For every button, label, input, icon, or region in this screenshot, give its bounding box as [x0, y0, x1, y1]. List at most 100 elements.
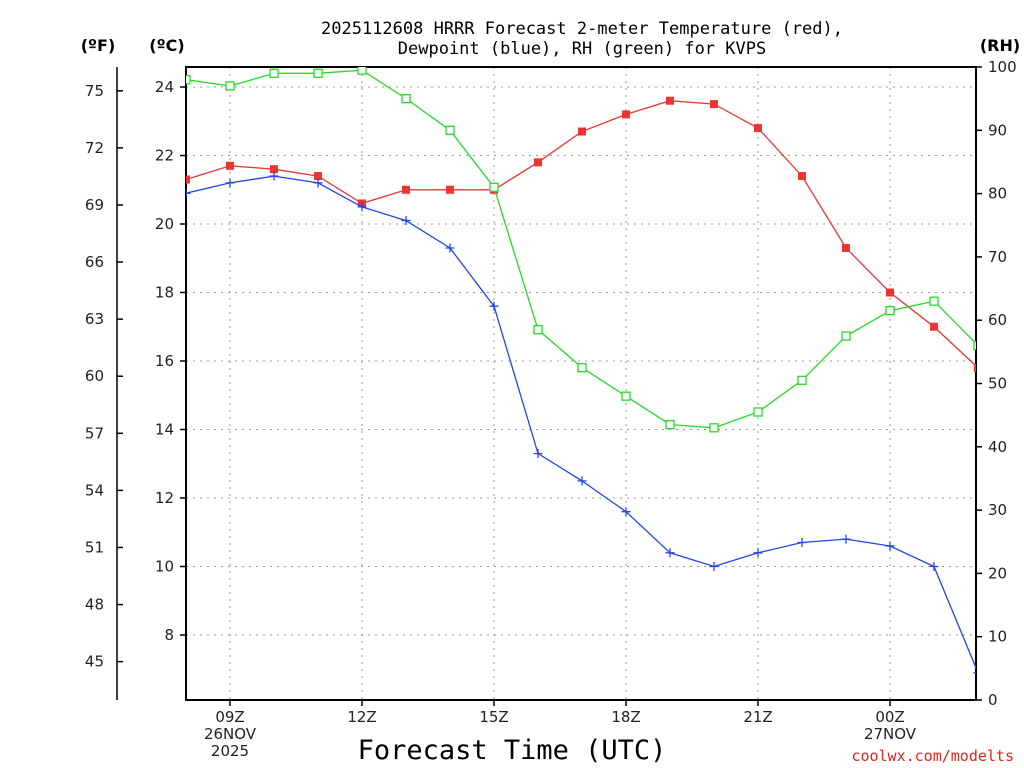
rh-tick-label: 0 [988, 691, 998, 709]
celsius-tick-label: 14 [155, 421, 174, 439]
chart-title-line-2: Dewpoint (blue), RH (green) for KVPS [398, 39, 766, 59]
x-axis-title: Forecast Time (UTC) [358, 735, 667, 766]
temperature-point [974, 363, 976, 372]
rh-tick-label: 80 [988, 185, 1007, 203]
rh-line [186, 69, 976, 429]
temperature-point [798, 172, 806, 181]
grid-lines [186, 67, 976, 700]
temperature-point [446, 185, 454, 194]
time-tick-label: 00Z [875, 708, 904, 726]
celsius-tick-label: 18 [155, 284, 174, 302]
fahrenheit-tick-label: 48 [85, 596, 104, 614]
time-tick-label: 26NOV [204, 725, 257, 743]
rh-tick-label: 60 [988, 311, 1007, 329]
time-tick-label: 12Z [347, 708, 376, 726]
fahrenheit-tick-label: 57 [85, 424, 104, 442]
celsius-tick-label: 16 [155, 352, 174, 370]
dewpoint-point [445, 243, 455, 253]
rh-point [885, 306, 895, 316]
data-series [186, 67, 976, 674]
temperature-point [314, 172, 322, 181]
dewpoint-point [313, 178, 323, 188]
temperature-point [270, 165, 278, 174]
time-tick-label: 27NOV [864, 725, 917, 743]
rh-point [665, 419, 675, 430]
rh-point [186, 75, 191, 85]
celsius-tick-label: 24 [155, 78, 174, 96]
fahrenheit-tick-label: 51 [85, 538, 104, 556]
dewpoint-point [709, 562, 719, 571]
temperature-point [534, 158, 542, 167]
celsius-unit-label: (ºC) [149, 36, 184, 55]
credit-text: coolwx.com/modelts [851, 747, 1014, 765]
dewpoint-point [577, 476, 587, 486]
dewpoint-point [186, 188, 191, 198]
celsius-tick-label: 22 [155, 147, 174, 165]
fahrenheit-unit-label: (ºF) [81, 36, 116, 55]
series-dewpoint [186, 171, 976, 674]
celsius-tick-label: 8 [164, 626, 174, 644]
dewpoint-point [489, 301, 499, 311]
dewpoint-point [885, 541, 895, 551]
dewpoint-point [533, 448, 543, 458]
rh-tick-label: 70 [988, 248, 1007, 266]
rh-point [753, 407, 763, 417]
fahrenheit-tick-label: 66 [85, 253, 104, 271]
fahrenheit-tick-label: 60 [85, 367, 104, 385]
fahrenheit-tick-label: 54 [85, 481, 104, 499]
series-rh [186, 67, 976, 433]
series-temperature [186, 96, 976, 372]
dewpoint-point [797, 538, 807, 548]
fahrenheit-tick-label: 75 [85, 82, 104, 100]
rh-point [577, 363, 587, 373]
fahrenheit-tick-label: 72 [85, 139, 104, 157]
temperature-point [754, 124, 762, 133]
celsius-tick-label: 10 [155, 558, 174, 576]
fahrenheit-tick-label: 69 [85, 196, 104, 214]
temperature-point [930, 322, 938, 331]
dewpoint-point [841, 534, 851, 544]
rh-tick-label: 30 [988, 501, 1007, 519]
rh-point [973, 340, 976, 351]
temperature-point [402, 185, 410, 194]
celsius-tick-label: 20 [155, 215, 174, 233]
rh-tick-label: 10 [988, 628, 1007, 646]
rh-unit-label: (RH) [980, 36, 1020, 55]
dewpoint-line [186, 175, 976, 670]
temperature-point [226, 161, 234, 170]
rh-tick-label: 100 [988, 58, 1017, 76]
celsius-tick-label: 12 [155, 489, 174, 507]
temperature-point [622, 110, 630, 119]
rh-tick-label: 20 [988, 564, 1007, 582]
temperature-point [710, 100, 718, 109]
rh-tick-label: 50 [988, 375, 1007, 393]
fahrenheit-tick-label: 45 [85, 653, 104, 671]
dewpoint-point [973, 672, 976, 674]
rh-point [269, 68, 279, 78]
plot-frame [185, 66, 977, 701]
dewpoint-point [665, 548, 675, 558]
rh-point [709, 423, 719, 433]
dewpoint-point [401, 216, 411, 226]
rh-point [533, 325, 543, 335]
dewpoint-point [929, 562, 939, 571]
rh-point [401, 94, 411, 104]
dewpoint-point [753, 548, 763, 558]
rh-point [445, 125, 455, 135]
rh-point [841, 331, 851, 341]
time-tick-label: 2025 [211, 742, 249, 760]
axes [116, 66, 982, 706]
dewpoint-point [225, 178, 235, 188]
time-tick-label: 21Z [743, 708, 772, 726]
dewpoint-point [621, 507, 631, 517]
temperature-point [886, 288, 894, 297]
rh-point [313, 68, 323, 78]
rh-point [929, 296, 939, 306]
dewpoint-point [269, 171, 279, 181]
rh-point [357, 67, 367, 75]
rh-point [621, 391, 631, 401]
temperature-point [842, 243, 850, 252]
fahrenheit-tick-label: 63 [85, 310, 104, 328]
temperature-point [186, 175, 190, 184]
